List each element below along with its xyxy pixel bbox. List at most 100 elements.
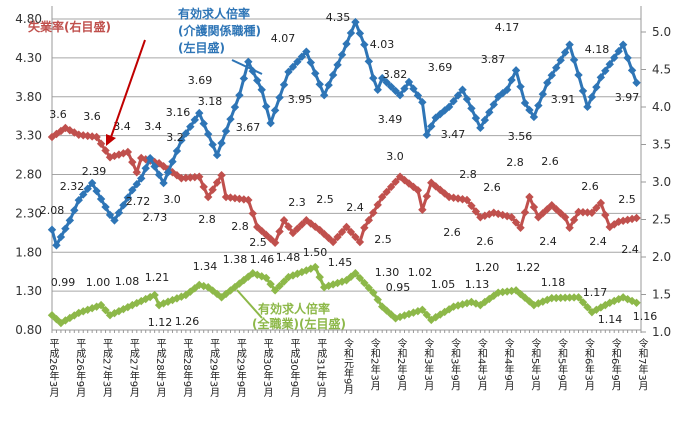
data-point-marker: [74, 195, 83, 205]
data-point-marker: [400, 175, 409, 185]
data-point-marker: [208, 185, 217, 194]
data-point-marker: [511, 286, 521, 295]
data-point-marker: [556, 209, 565, 218]
data-point-marker: [132, 180, 141, 189]
data-point-marker: [547, 201, 556, 210]
x-tick-label: 平成26年9月: [73, 338, 85, 398]
legend-label: 有効求人倍率: [258, 301, 330, 316]
data-point-marker: [195, 108, 204, 118]
data-point-marker: [467, 201, 476, 210]
data-point-marker: [355, 237, 365, 247]
data-point-marker: [132, 168, 141, 177]
data-point-marker: [195, 280, 204, 290]
data-point-marker: [123, 147, 133, 157]
data-point-marker: [96, 139, 106, 148]
data-label: 3.18: [198, 95, 223, 108]
data-point-marker: [275, 93, 284, 102]
data-point-marker: [502, 211, 512, 221]
data-point-marker: [324, 80, 333, 90]
data-label: 3.6: [49, 108, 67, 121]
data-point-marker: [217, 293, 226, 302]
data-point-marker: [61, 224, 70, 233]
data-point-marker: [476, 123, 485, 133]
data-point-marker: [337, 227, 347, 237]
data-point-marker: [373, 295, 382, 304]
data-point-marker: [87, 178, 97, 188]
data-label: 3.49: [378, 113, 403, 126]
data-label: 3.6: [83, 110, 101, 123]
data-point-marker: [257, 85, 266, 94]
data-label: 1.38: [223, 253, 248, 266]
data-label: 2.8: [231, 220, 249, 233]
data-point-marker: [418, 205, 427, 214]
data-label: 2.8: [198, 213, 216, 226]
data-point-marker: [114, 208, 124, 217]
data-point-marker: [364, 283, 374, 293]
data-point-marker: [181, 129, 191, 138]
data-point-marker: [556, 293, 565, 303]
data-point-marker: [449, 96, 458, 106]
data-point-marker: [172, 146, 182, 156]
x-tick-label: 平成30年9月: [287, 338, 299, 398]
left-tick-label: 1.80: [15, 245, 42, 259]
data-point-marker: [627, 66, 637, 75]
data-label: 2.8: [459, 168, 477, 181]
data-point-marker: [128, 157, 137, 167]
data-point-marker: [226, 114, 235, 124]
data-point-marker: [596, 198, 606, 208]
data-point-marker: [369, 73, 378, 83]
data-point-marker: [79, 190, 88, 199]
data-point-marker: [525, 105, 534, 115]
data-point-marker: [315, 225, 324, 235]
data-point-marker: [177, 136, 186, 145]
data-point-marker: [74, 130, 83, 139]
x-tick-label: 平成27年3月: [100, 338, 112, 398]
data-point-marker: [569, 215, 579, 225]
data-point-marker: [618, 216, 628, 226]
data-point-marker: [284, 67, 293, 77]
data-point-marker: [163, 168, 173, 177]
data-point-marker: [507, 75, 516, 85]
data-point-marker: [534, 101, 543, 110]
data-label: 3.56: [508, 130, 533, 143]
data-point-marker: [614, 294, 623, 304]
data-point-marker: [311, 262, 320, 272]
data-point-marker: [404, 179, 414, 188]
data-point-marker: [257, 226, 266, 236]
left-tick-label: 3.30: [15, 129, 42, 143]
data-point-marker: [627, 214, 637, 224]
data-point-marker: [529, 202, 539, 212]
data-point-marker: [311, 222, 320, 231]
data-point-marker: [302, 216, 311, 225]
data-point-marker: [346, 28, 356, 38]
data-point-marker: [583, 208, 592, 217]
x-tick-label: 令和7年3月: [636, 338, 647, 391]
data-point-marker: [128, 185, 137, 195]
data-point-marker: [328, 70, 338, 80]
data-label: 1.48: [276, 251, 301, 264]
data-point-marker: [592, 203, 601, 213]
data-point-marker: [395, 90, 405, 100]
data-point-marker: [520, 208, 530, 217]
data-point-marker: [315, 80, 324, 89]
data-point-marker: [418, 305, 427, 314]
data-point-marker: [92, 132, 101, 142]
data-point-marker: [516, 223, 525, 232]
data-point-marker: [543, 295, 552, 305]
data-point-marker: [516, 82, 525, 91]
data-point-marker: [364, 216, 374, 225]
right-tick-label: 5.0: [652, 25, 671, 39]
data-point-marker: [422, 192, 432, 201]
data-label: 2.08: [40, 204, 65, 217]
data-point-marker: [601, 210, 610, 220]
left-tick-label: 0.80: [15, 323, 42, 337]
x-tick-label: 令和3年3月: [421, 338, 433, 391]
data-point-marker: [614, 217, 623, 226]
data-point-marker: [270, 286, 280, 295]
data-point-marker: [150, 162, 159, 171]
data-point-marker: [560, 48, 570, 57]
data-point-marker: [569, 55, 579, 65]
data-label: 1.12: [148, 316, 173, 329]
data-point-marker: [538, 89, 548, 99]
data-point-marker: [311, 69, 320, 78]
